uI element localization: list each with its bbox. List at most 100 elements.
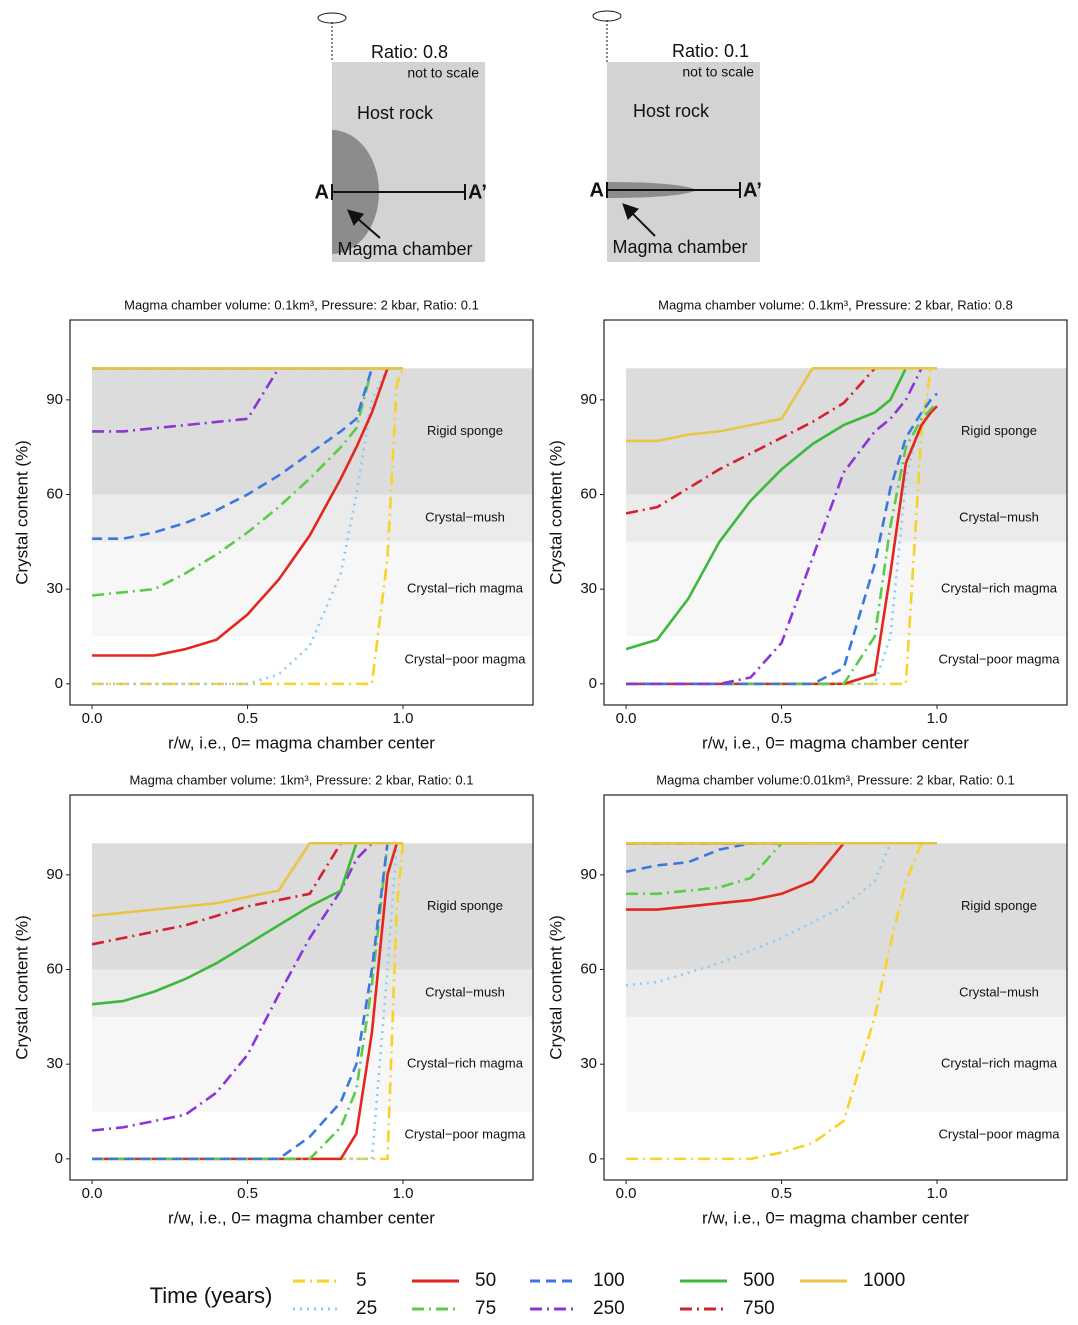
x-tick-label: 0.5 [771, 1185, 792, 1202]
series-group [92, 843, 403, 1159]
plot-border [69, 319, 534, 706]
zone-band [626, 368, 1067, 495]
arrow [622, 203, 656, 237]
chart: Magma chamber volume: 0.1km³, Pressure: … [12, 297, 534, 752]
legend-label: 750 [743, 1298, 775, 1319]
zone-label: Crystal−rich magma [941, 1056, 1058, 1071]
series-group [626, 368, 937, 684]
zone-label: Crystal−mush [425, 985, 505, 1000]
y-axis-label: Crystal content (%) [12, 915, 31, 1060]
schematic: Ratio: 0.8 not to scale Host rock A A’ M… [315, 12, 487, 262]
data-line [92, 368, 387, 684]
y-tick-label: 90 [46, 866, 63, 883]
plot-border [603, 319, 1068, 706]
ratio-label: Ratio: 0.8 [371, 42, 448, 62]
schematic: Ratio: 0.1 not to scale Host rock A A’ M… [590, 10, 762, 262]
section-a: A [315, 181, 329, 203]
zone-label: Crystal−rich magma [941, 581, 1058, 596]
zone-label: Crystal−poor magma [938, 652, 1060, 667]
arrow [346, 209, 381, 239]
ratio-label: Ratio: 0.1 [672, 41, 749, 61]
x-tick-label: 1.0 [927, 1185, 948, 1202]
data-line [92, 843, 387, 1159]
data-line [92, 843, 403, 916]
data-line [626, 368, 906, 649]
rotation-icon [592, 10, 622, 22]
data-line [626, 368, 937, 441]
y-axis-label: Crystal content (%) [546, 440, 565, 585]
data-line [626, 843, 750, 871]
y-tick-label: 0 [55, 1150, 63, 1167]
y-tick-label: 60 [46, 485, 63, 502]
y-tick-label: 0 [55, 675, 63, 692]
zone-band [92, 368, 533, 495]
data-line [626, 843, 844, 909]
zone-label: Rigid sponge [427, 898, 503, 913]
data-line [92, 368, 403, 684]
zone-label: Rigid sponge [961, 423, 1037, 438]
chart-title: Magma chamber volume: 0.1km³, Pressure: … [658, 297, 1013, 312]
y-tick-label: 0 [589, 675, 597, 692]
y-tick-label: 30 [580, 580, 597, 597]
zone-label: Rigid sponge [961, 898, 1037, 913]
legend-label: 250 [593, 1298, 625, 1319]
series-group [92, 368, 403, 684]
rotation-icon [317, 12, 347, 24]
host-label: Host rock [633, 101, 710, 121]
data-line [626, 843, 890, 985]
data-line [626, 394, 937, 684]
data-line [92, 843, 341, 944]
x-tick-label: 0.0 [82, 710, 103, 727]
section-a-prime: A’ [468, 181, 487, 203]
host-rock-box [607, 62, 760, 262]
zone-label: Crystal−poor magma [404, 1127, 526, 1142]
y-tick-label: 30 [46, 580, 63, 597]
legend-label: 25 [356, 1298, 377, 1319]
chart: Magma chamber volume:0.01km³, Pressure: … [546, 772, 1068, 1227]
zone-band [626, 541, 1067, 637]
legend-label: 500 [743, 1270, 775, 1291]
chamber-label: Magma chamber [337, 239, 472, 259]
scale-note: not to scale [682, 64, 754, 80]
zone-band [92, 494, 533, 542]
data-line [92, 368, 387, 655]
y-tick-label: 90 [580, 391, 597, 408]
y-axis-label: Crystal content (%) [12, 440, 31, 585]
data-line [626, 403, 937, 684]
x-tick-label: 0.5 [237, 1185, 258, 1202]
chart: Magma chamber volume: 0.1km³, Pressure: … [546, 297, 1068, 752]
legend-label: 75 [475, 1298, 496, 1319]
zone-label: Crystal−poor magma [938, 1127, 1060, 1142]
data-line [92, 843, 356, 1004]
x-tick-label: 1.0 [927, 710, 948, 727]
y-tick-label: 30 [580, 1055, 597, 1072]
data-line [92, 368, 372, 538]
section-a-prime: A’ [743, 179, 762, 201]
x-tick-label: 0.0 [616, 1185, 637, 1202]
series-group [626, 843, 937, 1159]
y-tick-label: 0 [589, 1150, 597, 1167]
y-tick-label: 90 [580, 866, 597, 883]
y-tick-label: 90 [46, 391, 63, 408]
data-line [626, 368, 921, 684]
x-axis-label: r/w, i.e., 0= magma chamber center [168, 733, 435, 752]
chamber-label: Magma chamber [612, 237, 747, 257]
x-tick-label: 0.0 [616, 710, 637, 727]
zone-label: Crystal−mush [425, 510, 505, 525]
plot-border [603, 794, 1068, 1181]
zone-label: Crystal−rich magma [407, 1056, 524, 1071]
data-line [92, 368, 372, 595]
legend-title: Time (years) [150, 1283, 273, 1308]
x-tick-label: 1.0 [393, 710, 414, 727]
x-tick-label: 0.0 [82, 1185, 103, 1202]
zone-band [92, 969, 533, 1017]
zone-band [626, 1016, 1067, 1112]
chart-title: Magma chamber volume: 0.1km³, Pressure: … [124, 297, 479, 312]
chart-title: Magma chamber volume:0.01km³, Pressure: … [656, 772, 1014, 787]
scale-note: not to scale [407, 65, 479, 81]
data-line [626, 843, 921, 1159]
zone-band [92, 1016, 533, 1112]
zone-band [92, 541, 533, 637]
data-line [626, 368, 875, 513]
